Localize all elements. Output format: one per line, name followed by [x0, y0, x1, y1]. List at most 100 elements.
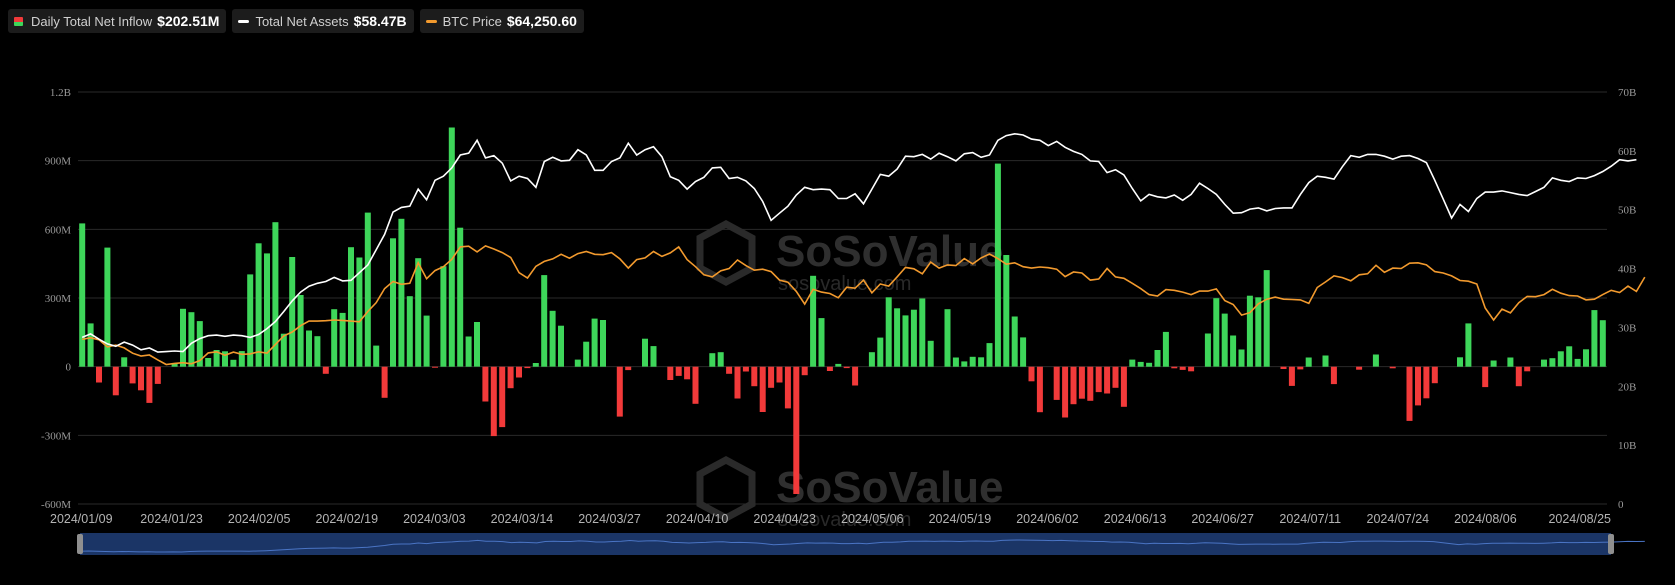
inflow-bar [1221, 313, 1228, 367]
inflow-bar [894, 308, 901, 367]
inflow-bar [1204, 333, 1211, 367]
inflow-bar [591, 318, 598, 367]
x-tick-label: 2024/05/19 [929, 512, 992, 526]
right-tick-label: 70B [1618, 87, 1636, 99]
inflow-bar [1188, 366, 1195, 372]
inflow-bar [1465, 323, 1472, 367]
inflow-bar [524, 366, 531, 369]
inflow-bar [726, 366, 733, 374]
inflow-bar [415, 258, 422, 367]
inflow-bar [1095, 366, 1102, 393]
navigator-left-handle[interactable] [77, 534, 83, 554]
inflow-bar [280, 333, 287, 367]
inflow-bar [356, 257, 363, 367]
inflow-bar [381, 366, 388, 398]
inflow-bar [969, 356, 976, 367]
inflow-bar [776, 366, 783, 383]
inflow-bar [835, 363, 842, 367]
inflow-bar [457, 227, 464, 367]
x-tick-label: 2024/06/27 [1191, 512, 1254, 526]
inflow-bar [1112, 366, 1119, 388]
inflow-bar [1280, 366, 1287, 369]
sosovalue-logo-icon [696, 220, 756, 286]
inflow-bar [667, 366, 674, 380]
line-swatch-icon [238, 19, 250, 23]
x-tick-label: 2024/03/27 [578, 512, 641, 526]
inflow-bar [171, 363, 178, 367]
right-tick-label: 30B [1618, 322, 1636, 334]
inflow-bar [549, 310, 556, 367]
inflow-bar [1482, 366, 1489, 388]
inflow-bar [1053, 366, 1060, 400]
legend-label: Total Net Assets [255, 13, 349, 29]
inflow-bar [1087, 366, 1094, 401]
inflow-bar [675, 366, 682, 376]
x-tick-label: 2024/01/09 [50, 512, 113, 526]
inflow-bar [1213, 298, 1220, 367]
x-tick-label: 2024/07/24 [1367, 512, 1430, 526]
navigator-right-handle[interactable] [1608, 534, 1614, 554]
inflow-bar [877, 337, 884, 367]
legend-value: $64,250.60 [506, 13, 577, 29]
inflow-bar [121, 357, 128, 367]
inflow-bar [583, 341, 590, 367]
inflow-bar [961, 361, 968, 367]
inflow-bar [129, 366, 136, 384]
inflow-bar [1389, 366, 1396, 369]
left-tick-label: 1.2B [50, 87, 71, 99]
left-tick-label: 0 [66, 362, 72, 374]
inflow-bar [1171, 366, 1178, 369]
inflow-bar [264, 253, 270, 367]
inflow-bar [1599, 320, 1606, 367]
legend-item-total-net-assets[interactable]: Total Net Assets $58.47B [232, 9, 414, 33]
inflow-bar [1507, 357, 1514, 367]
inflow-bar [558, 325, 564, 367]
legend-item-btc-price[interactable]: BTC Price $64,250.60 [419, 9, 584, 33]
inflow-bar [406, 296, 413, 367]
inflow-bar [1104, 366, 1111, 394]
inflow-bar [339, 312, 346, 367]
inflow-bar [188, 312, 195, 367]
inflow-bar [734, 366, 741, 399]
right-tick-label: 10B [1618, 440, 1636, 452]
inflow-bar [919, 298, 926, 367]
x-tick-label: 2024/05/06 [841, 512, 904, 526]
inflow-bar [625, 366, 632, 371]
inflow-bar [213, 350, 220, 367]
left-tick-label: 600M [45, 224, 72, 236]
series-lines [81, 132, 1646, 366]
inflow-bar [1431, 366, 1438, 384]
inflow-bar [423, 315, 430, 367]
right-tick-label: 60B [1618, 146, 1636, 158]
left-tick-label: 900M [45, 156, 72, 168]
inflow-bar [490, 366, 497, 437]
inflow-bar [684, 366, 691, 380]
inflow-bar [1120, 366, 1127, 407]
inflow-bar [642, 338, 648, 367]
inflow-bar [1330, 366, 1337, 385]
x-tick-label: 2024/03/14 [491, 512, 554, 526]
inflow-bars [79, 127, 1606, 494]
range-navigator[interactable] [77, 533, 1645, 555]
watermark-url: sosovalue.com [778, 509, 911, 531]
inflow-bar [348, 247, 354, 367]
inflow-bar [616, 366, 623, 417]
inflow-bar [499, 366, 506, 428]
legend-label: Daily Total Net Inflow [31, 13, 153, 29]
inflow-bar [600, 320, 606, 367]
inflow-bar [432, 366, 438, 368]
inflow-bar [1524, 366, 1531, 372]
grid-lines [78, 91, 1607, 505]
inflow-bar [104, 247, 111, 367]
inflow-bar [1003, 255, 1010, 367]
inflow-bar [1297, 366, 1304, 370]
inflow-bar [843, 366, 850, 369]
legend-item-daily-net-inflow[interactable]: Daily Total Net Inflow $202.51M [8, 9, 227, 33]
x-tick-label: 2024/03/03 [403, 512, 466, 526]
inflow-bar [793, 366, 800, 494]
right-tick-label: 0 [1618, 499, 1624, 511]
inflow-bar [902, 315, 909, 367]
inflow-bar [810, 275, 817, 367]
inflow-bar [314, 336, 321, 367]
